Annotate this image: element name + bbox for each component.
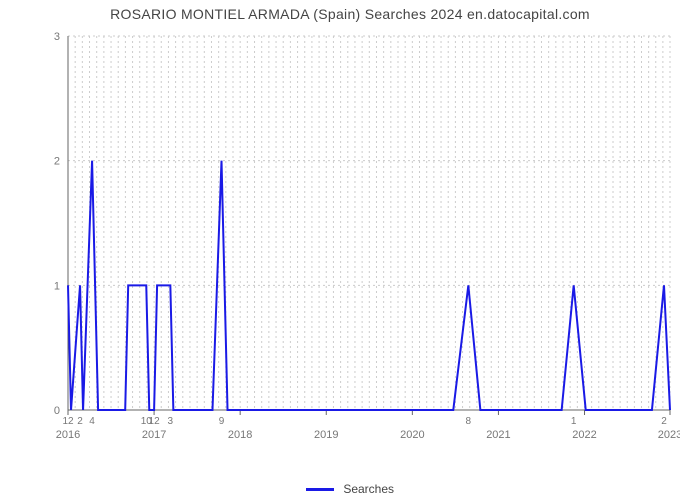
svg-text:3: 3 [54,31,60,43]
svg-text:2: 2 [77,416,83,427]
svg-text:12: 12 [149,416,161,427]
svg-text:1: 1 [571,416,577,427]
svg-text:2: 2 [54,156,60,168]
plot-area: 0123201620172018201920202021202220231224… [40,30,680,450]
svg-text:9: 9 [219,416,225,427]
svg-text:12: 12 [62,416,74,427]
svg-text:2021: 2021 [486,429,510,441]
chart-container: ROSARIO MONTIEL ARMADA (Spain) Searches … [0,0,700,500]
line-chart-svg: 0123201620172018201920202021202220231224… [40,30,680,450]
svg-text:8: 8 [466,416,472,427]
svg-text:1: 1 [54,280,60,292]
svg-text:2: 2 [661,416,667,427]
chart-title: ROSARIO MONTIEL ARMADA (Spain) Searches … [0,6,700,22]
svg-text:2022: 2022 [572,429,596,441]
svg-text:0: 0 [54,405,60,417]
legend: Searches [0,482,700,496]
legend-label: Searches [343,482,394,496]
svg-text:3: 3 [168,416,174,427]
svg-text:2018: 2018 [228,429,252,441]
svg-text:2023: 2023 [658,429,680,441]
legend-swatch [306,488,334,491]
svg-text:2020: 2020 [400,429,424,441]
svg-text:2017: 2017 [142,429,166,441]
svg-text:4: 4 [89,416,95,427]
svg-text:2019: 2019 [314,429,338,441]
svg-text:2016: 2016 [56,429,80,441]
